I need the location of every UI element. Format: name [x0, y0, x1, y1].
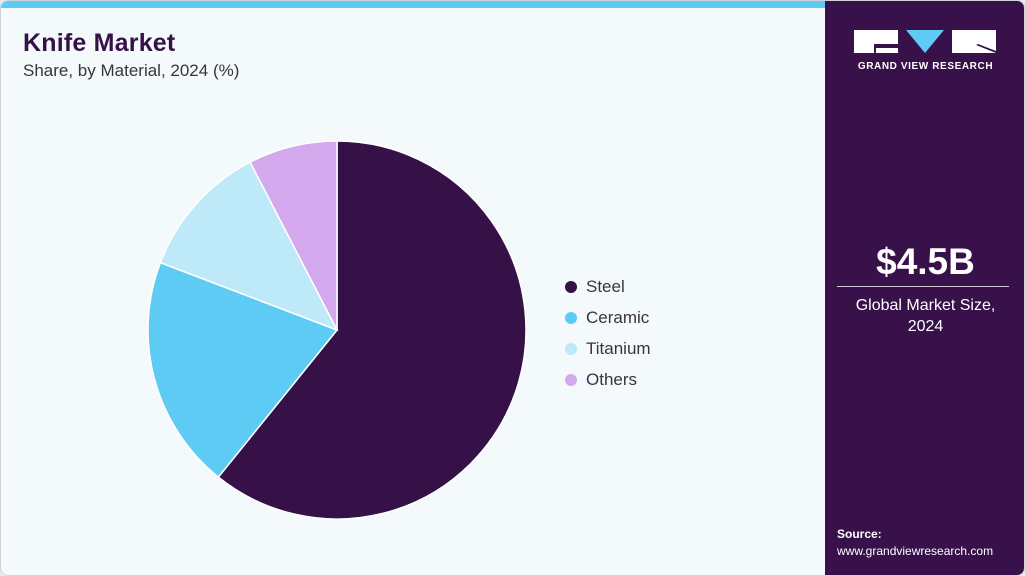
legend-dot-icon: [565, 280, 577, 293]
pie-chart: [147, 140, 527, 520]
market-size-label-line2: 2024: [907, 318, 944, 335]
legend-item-titanium: Titanium: [565, 333, 651, 364]
divider: [837, 286, 1009, 287]
legend-label: Ceramic: [586, 307, 650, 327]
market-size-label: Global Market Size, 2024: [825, 295, 1024, 337]
market-size-value: $4.5B: [876, 241, 975, 282]
legend-label: Others: [586, 369, 638, 389]
chart-legend: Steel Ceramic Titanium Others: [565, 271, 651, 395]
accent-bar: [1, 1, 825, 8]
legend-item-others: Others: [565, 364, 651, 395]
grand-view-research-logo-icon: [854, 30, 996, 53]
source-label: Source:: [837, 527, 882, 541]
chart-title: Knife Market: [23, 29, 176, 57]
legend-item-ceramic: Ceramic: [565, 302, 651, 333]
pie-slice-titanium: [159, 161, 339, 332]
legend-dot-icon: [565, 373, 577, 386]
source-link[interactable]: www.grandviewresearch.com: [837, 544, 994, 558]
legend-label: Titanium: [586, 338, 651, 358]
legend-dot-icon: [565, 342, 577, 355]
pie-slice-others: [249, 140, 338, 331]
chart-subtitle: Share, by Material, 2024 (%): [23, 61, 240, 80]
pie-slice-steel: [217, 140, 527, 520]
legend-dot-icon: [565, 311, 577, 324]
legend-item-steel: Steel: [565, 271, 651, 302]
side-panel: GRAND VIEW RESEARCH $4.5B Global Market …: [825, 1, 1024, 575]
legend-label: Steel: [586, 276, 625, 296]
market-size-label-line1: Global Market Size,: [855, 297, 996, 314]
pie-slice-ceramic: [147, 261, 339, 479]
logo-text: GRAND VIEW RESEARCH: [857, 61, 994, 72]
